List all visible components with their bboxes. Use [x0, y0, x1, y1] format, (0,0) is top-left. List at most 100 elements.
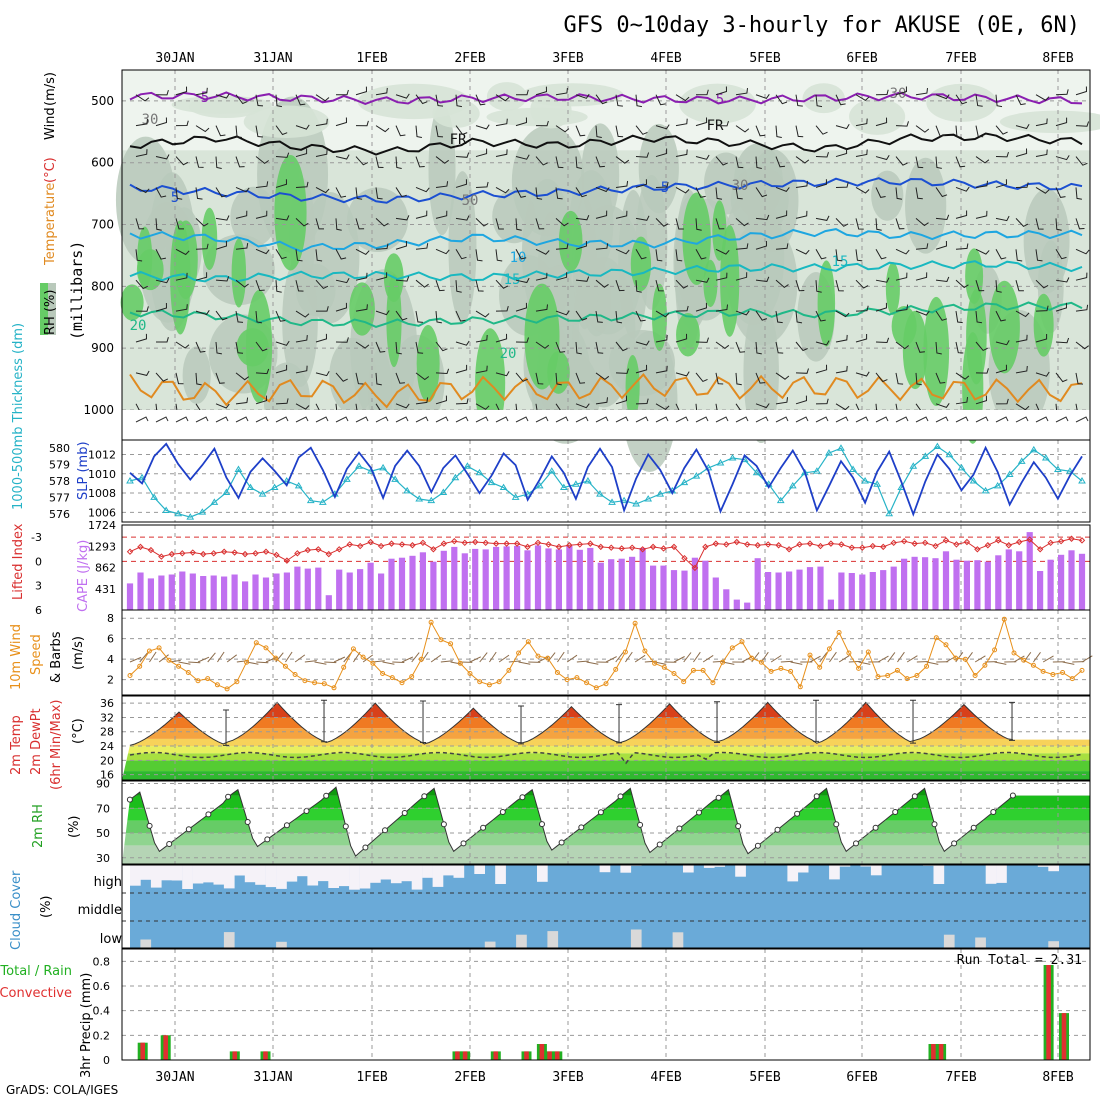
wind-barb	[855, 218, 864, 230]
rh-frame	[121, 780, 1091, 865]
wind-barb	[695, 372, 708, 383]
wind-barb	[395, 240, 408, 250]
rh-tick-label: 50	[96, 827, 110, 840]
wind-barb	[355, 218, 365, 230]
lifted-index-point	[587, 540, 594, 547]
wind-barb	[495, 118, 508, 127]
wind-barb	[595, 243, 609, 250]
thickness-point	[246, 483, 255, 491]
thickness-point	[150, 493, 158, 500]
wind-barb	[655, 280, 664, 292]
wind-barb	[215, 240, 228, 250]
wind-barb	[235, 156, 245, 168]
high-cloud-bar	[390, 865, 402, 884]
wind-barb	[375, 310, 390, 316]
wind-barb	[935, 187, 948, 198]
rh-point	[951, 840, 958, 847]
high-cloud-bar	[735, 865, 746, 877]
cape-bar	[974, 560, 981, 610]
wind-speed-point	[826, 646, 832, 652]
wind-barb	[155, 187, 167, 198]
cape-bar	[629, 556, 636, 610]
wind-barb	[1035, 249, 1043, 262]
wind-barb	[795, 341, 808, 352]
cloud-axis-label: Cloud Cover	[9, 870, 24, 950]
thickness-tick-label: 579	[49, 459, 70, 472]
temp-fill-band	[122, 771, 1090, 780]
temp-minmax-whisker	[518, 705, 525, 745]
lifted-index-point	[220, 548, 228, 555]
wind-speed-point	[1030, 662, 1036, 668]
lifted-index-point	[911, 540, 918, 547]
cloud-unit-label: (%)	[39, 896, 54, 919]
wind-barb	[495, 371, 510, 377]
lifted-index-point	[273, 551, 280, 559]
wind-barb	[195, 341, 206, 353]
wind-barb	[675, 305, 689, 312]
lifted-index-point	[1016, 538, 1023, 546]
wind-barb	[315, 249, 323, 262]
cape-bar	[691, 557, 698, 610]
lifted-index-point	[336, 546, 343, 553]
wind-barb	[1055, 416, 1069, 423]
wind-barb	[775, 243, 789, 250]
rh-point	[362, 844, 369, 851]
cape-bar	[608, 559, 615, 610]
wind-speed-point	[457, 660, 463, 666]
wind-barb	[835, 310, 850, 318]
thickness-point	[1005, 470, 1014, 477]
wind-barb	[1015, 280, 1024, 292]
low-cloud-bar	[223, 932, 235, 948]
lifted-index-point	[597, 543, 604, 551]
rh-point	[323, 792, 330, 799]
wind-speed-point	[176, 663, 182, 669]
wind-barb	[975, 280, 985, 292]
rh-high-area	[817, 260, 836, 347]
wind-barb	[435, 416, 449, 423]
temp-tick-label: 24	[100, 740, 114, 753]
high-cloud-bar	[860, 865, 872, 867]
cape-bar	[545, 548, 552, 610]
thickness-tick-label: 576	[49, 508, 70, 521]
wind-barb	[875, 89, 889, 96]
wind-barb	[515, 337, 529, 343]
lifted-index-point	[639, 546, 646, 553]
wind-barb	[1035, 218, 1044, 230]
wind-barb	[1015, 94, 1026, 106]
temp-minmax-whisker	[910, 699, 917, 744]
wind-barb	[995, 416, 1009, 423]
rh-point	[1009, 792, 1016, 799]
wind-barb	[655, 148, 668, 158]
thickness-point	[1017, 457, 1026, 464]
wind-barb	[815, 215, 830, 221]
lifted-index-point	[168, 550, 176, 558]
wind-barb	[715, 120, 729, 127]
wind-speed-point	[700, 667, 706, 673]
cape-bar	[283, 572, 290, 610]
wind-barb	[197, 656, 210, 663]
contour-label: 5	[716, 92, 724, 108]
wind-speed-point	[914, 673, 920, 678]
wind-barb	[895, 372, 904, 385]
wind-barb	[1075, 248, 1090, 255]
wind-barb	[555, 272, 568, 281]
precip-tick-label: 0	[103, 1054, 110, 1067]
wind-barb	[575, 240, 588, 250]
wind-barb	[495, 94, 510, 102]
high-cloud-bar	[276, 865, 287, 889]
wind-speed-point	[292, 672, 298, 677]
wind-barb	[775, 372, 790, 380]
bottom-date-label: 1FEB	[356, 1070, 387, 1085]
wind-barb	[695, 277, 710, 283]
cape-bar	[179, 571, 186, 610]
rh-high-area	[891, 305, 917, 347]
thickness-point	[993, 481, 1002, 489]
wind-barb	[295, 280, 304, 292]
wind-barb	[575, 372, 586, 384]
wind-barb	[975, 395, 988, 405]
wind-barb	[455, 398, 469, 405]
wind-speed-point	[1011, 650, 1017, 656]
wind-barb	[735, 372, 742, 386]
wind-speed-point	[943, 642, 949, 648]
wind-barb	[375, 187, 383, 200]
